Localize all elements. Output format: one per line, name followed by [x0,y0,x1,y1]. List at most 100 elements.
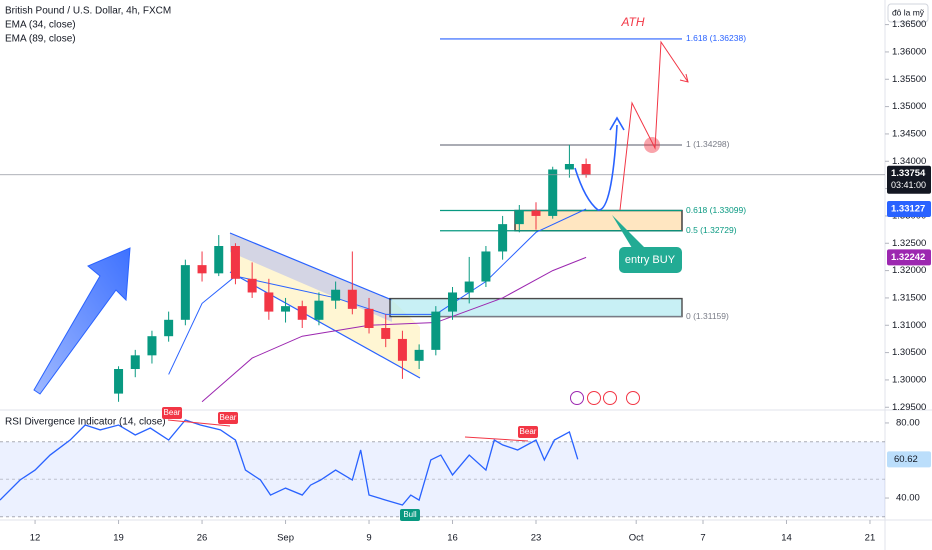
divergence-line [464,436,529,442]
callout-pointer [612,215,645,248]
trend-arrow [33,247,131,395]
divergence-label: Bull [403,510,417,519]
entry-label: entry BUY [625,254,676,266]
x-tick-label: 19 [113,533,124,544]
candle-body [481,251,491,282]
candle-body [297,306,307,320]
ema-value-box [887,249,931,266]
candle-body [431,311,441,350]
candle-body [281,306,291,312]
fib-label: 1 (1.34298) [686,139,730,149]
rsi-value-box [887,451,931,468]
projection-arrowhead [609,116,625,131]
legend-ema: EMA (89, close) [5,34,76,45]
divergence-tag [218,412,238,424]
ath-arrowhead [679,73,689,83]
x-tick-label: 23 [531,533,542,544]
y-tick-label: 1.36500 [892,19,926,30]
x-tick-label: 7 [700,533,705,544]
ema-value-label: 1.32242 [891,252,925,263]
candle-body [498,224,508,252]
y-tick-label: 1.36000 [892,46,926,57]
candle-body [230,246,240,279]
candle-body [214,246,224,274]
candle-body [464,281,474,293]
y-tick-label: 1.30500 [892,347,926,358]
rsi-band [0,441,885,517]
event-icon [603,391,617,405]
x-tick-label: 12 [30,533,41,544]
event-icon [626,391,640,405]
ema-line [168,208,587,375]
candle-body [564,164,574,170]
divergence-label: Bear [520,427,537,436]
entry-callout [619,247,682,273]
y-tick-label: 40.00 [896,493,920,504]
y-tick-label: 1.34000 [892,156,926,167]
candle-body [397,338,407,361]
y-tick-label: 1.35500 [892,74,926,85]
ath-path [619,40,689,211]
candle-body [164,319,174,337]
divergence-line [167,419,231,427]
candle-body [264,292,274,312]
y-tick-label: 1.30000 [892,374,926,385]
y-tick-label: 1.35000 [892,101,926,112]
candle-body [197,265,207,274]
divergence-tag [162,407,182,419]
ema-line [201,256,587,403]
y-tick-label: 1.29500 [892,402,926,413]
y-tick-label: 80.00 [896,417,920,428]
last-price-box [887,165,931,194]
projection-curve [574,124,618,211]
fib-label: 0.618 (1.33099) [686,205,746,215]
event-icon [587,391,601,405]
rsi-value-label: 60.62 [894,454,918,465]
ema-value-label: 1.33127 [891,204,925,215]
x-tick-label: Sep [277,533,294,544]
divergence-tag [518,426,538,438]
candle-body [581,164,591,175]
x-tick-label: Oct [629,533,644,544]
candle-body [114,369,124,394]
y-tick-label: 1.32000 [892,265,926,276]
event-icon [570,391,584,405]
legend-ema: EMA (34, close) [5,20,76,31]
x-tick-label: 26 [197,533,208,544]
fib-label: 0 (1.31159) [686,311,729,321]
channel-line [229,232,393,301]
candle-body [331,289,341,301]
currency-label[interactable]: đô la mỹ [892,7,925,17]
candle-body [514,210,524,225]
y-tick-label: 1.34500 [892,128,926,139]
fib-label: 0.5 (1.32729) [686,225,737,235]
candle-body [347,289,357,309]
y-tick-label: 1.31000 [892,320,926,331]
target-circle [644,137,660,153]
countdown-label: 03:41:00 [891,180,926,190]
candle-body [147,336,157,356]
x-tick-label: 14 [781,533,792,544]
x-tick-label: 9 [366,533,371,544]
candle-body [314,300,324,320]
candle-body [130,355,140,369]
y-tick-label: 1.31500 [892,292,926,303]
ema-value-box [887,200,931,217]
y-tick-label: 1.32500 [892,238,926,249]
divergence-label: Bear [220,413,237,422]
candle-body [531,210,541,216]
rsi-title: RSI Divergence Indicator (14, close) [5,417,166,428]
divergence-label: Bear [164,408,181,417]
last-price-label: 1.33754 [891,168,926,179]
candle-body [381,328,391,339]
fib-label: 1.618 (1.36238) [686,33,746,43]
x-tick-label: 16 [447,533,458,544]
legend-symbol: British Pound / U.S. Dollar, 4h, FXCM [5,6,171,17]
candle-body [548,169,558,216]
x-tick-label: 21 [865,533,876,544]
channel-line [229,271,421,379]
rsi-line [0,419,579,506]
currency-button[interactable] [887,3,929,23]
divergence-tag [400,509,420,521]
